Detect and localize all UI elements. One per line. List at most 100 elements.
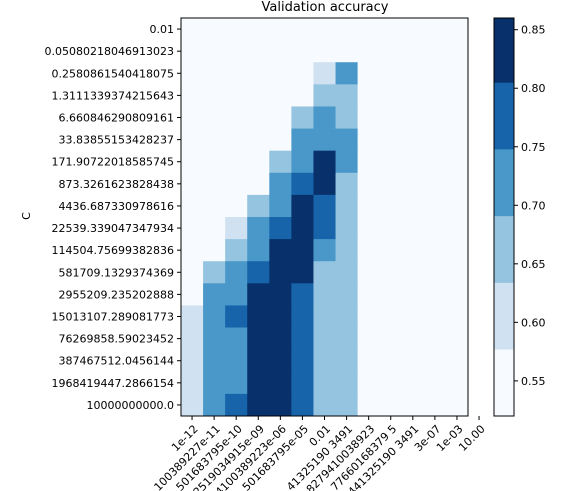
heatmap-cell [401, 305, 425, 328]
heatmap-cell [247, 106, 270, 129]
heatmap-cell [357, 349, 381, 373]
heatmap-cell [357, 239, 381, 262]
heatmap-cell [313, 261, 336, 284]
heatmap-cell [401, 18, 425, 41]
heatmap-cell [247, 371, 270, 395]
heatmap-cell [269, 283, 292, 306]
heatmap-cell [291, 371, 314, 395]
heatmap-cell [423, 40, 447, 63]
heatmap-cell [291, 18, 314, 41]
heatmap-cell [291, 327, 314, 351]
heatmap-cell [313, 217, 336, 240]
heatmap-cell [225, 128, 248, 152]
heatmap-cell [181, 172, 204, 196]
heatmap-cell [247, 150, 270, 174]
colorbar-tick-label: 0.80 [521, 82, 546, 95]
heatmap-cell [269, 217, 292, 240]
heatmap-cell [247, 261, 270, 284]
heatmap-cell [247, 18, 270, 41]
heatmap-cell [357, 106, 381, 129]
heatmap-cell [445, 371, 469, 395]
heatmap-cell [247, 84, 270, 107]
heatmap-cell [379, 327, 403, 351]
heatmap-cell [401, 128, 425, 152]
y-tick-label: 1.3111339374215643 [52, 89, 174, 102]
heatmap-cell [181, 327, 204, 351]
heatmap-cell [445, 305, 469, 328]
heatmap-cell [357, 40, 381, 63]
heatmap-cell [291, 217, 314, 240]
heatmap-cell [379, 393, 403, 417]
heatmap-cell [379, 283, 403, 306]
heatmap-cell [313, 194, 336, 218]
colorbar-tick-label: 0.65 [521, 258, 546, 271]
heatmap-cell [335, 106, 359, 129]
y-tick-label: 6.660846290809161 [59, 112, 174, 125]
y-tick-label: 33.83855153428237 [59, 134, 174, 147]
heatmap-cell [357, 327, 381, 351]
heatmap-cell [401, 393, 425, 417]
heatmap-cell [291, 239, 314, 262]
y-tick-label: 873.3261623828438 [59, 178, 174, 191]
heatmap-cell [269, 40, 292, 63]
heatmap-cell [203, 393, 226, 417]
heatmap-cell [291, 62, 314, 85]
heatmap-cell [379, 150, 403, 174]
colorbar-band [494, 282, 514, 350]
heatmap-cell [181, 150, 204, 174]
heatmap-cell [247, 305, 270, 328]
heatmap-cell [247, 194, 270, 218]
heatmap-cell [291, 305, 314, 328]
heatmap-cell [357, 172, 381, 196]
heatmap-cell [379, 349, 403, 373]
heatmap-cell [247, 393, 270, 417]
heatmap-cell [379, 371, 403, 395]
heatmap-cell [291, 150, 314, 174]
heatmap-cell [181, 371, 204, 395]
heatmap-cell [291, 349, 314, 373]
heatmap-cell [313, 327, 336, 351]
heatmap-cell [313, 150, 336, 174]
heatmap-cell [181, 18, 204, 41]
heatmap-cell [335, 194, 359, 218]
heatmap-cell [357, 283, 381, 306]
heatmap-cell [423, 239, 447, 262]
heatmap-cell [269, 327, 292, 351]
colorbar-tick-label: 0.75 [521, 141, 546, 154]
colorbar-band [494, 149, 514, 217]
heatmap-cell [225, 62, 248, 85]
heatmap-cell [203, 40, 226, 63]
heatmap-cell [225, 371, 248, 395]
heatmap-cell [445, 128, 469, 152]
heatmap-cell [445, 217, 469, 240]
heatmap-cell [313, 18, 336, 41]
heatmap-cell [335, 217, 359, 240]
heatmap-cell [203, 371, 226, 395]
heatmap-cell [247, 62, 270, 85]
heatmap-cell [379, 239, 403, 262]
colorbar-band [494, 349, 514, 417]
heatmap-cell [225, 217, 248, 240]
heatmap-cell [335, 84, 359, 107]
heatmap-cell [335, 62, 359, 85]
y-tick-label: 0.05080218046913023 [45, 45, 174, 58]
heatmap-cell [423, 393, 447, 417]
colorbar-band [494, 215, 514, 283]
heatmap-cell [313, 106, 336, 129]
heatmap-cell [203, 18, 226, 41]
heatmap-cell [269, 261, 292, 284]
heatmap-cell [335, 283, 359, 306]
heatmap-cell [181, 239, 204, 262]
heatmap-cell [291, 172, 314, 196]
heatmap-cell [335, 172, 359, 196]
heatmap-cell [225, 40, 248, 63]
heatmap-cell [181, 194, 204, 218]
y-tick-label: 15013107.289081773 [52, 311, 174, 324]
x-axis-ticks: 1e-12100389227e-11501683795e-10251903491… [152, 416, 488, 491]
heatmap-cell [401, 217, 425, 240]
heatmap-cell [181, 305, 204, 328]
heatmap-cell [357, 194, 381, 218]
heatmap-cell [335, 349, 359, 373]
heatmap-cell [379, 217, 403, 240]
